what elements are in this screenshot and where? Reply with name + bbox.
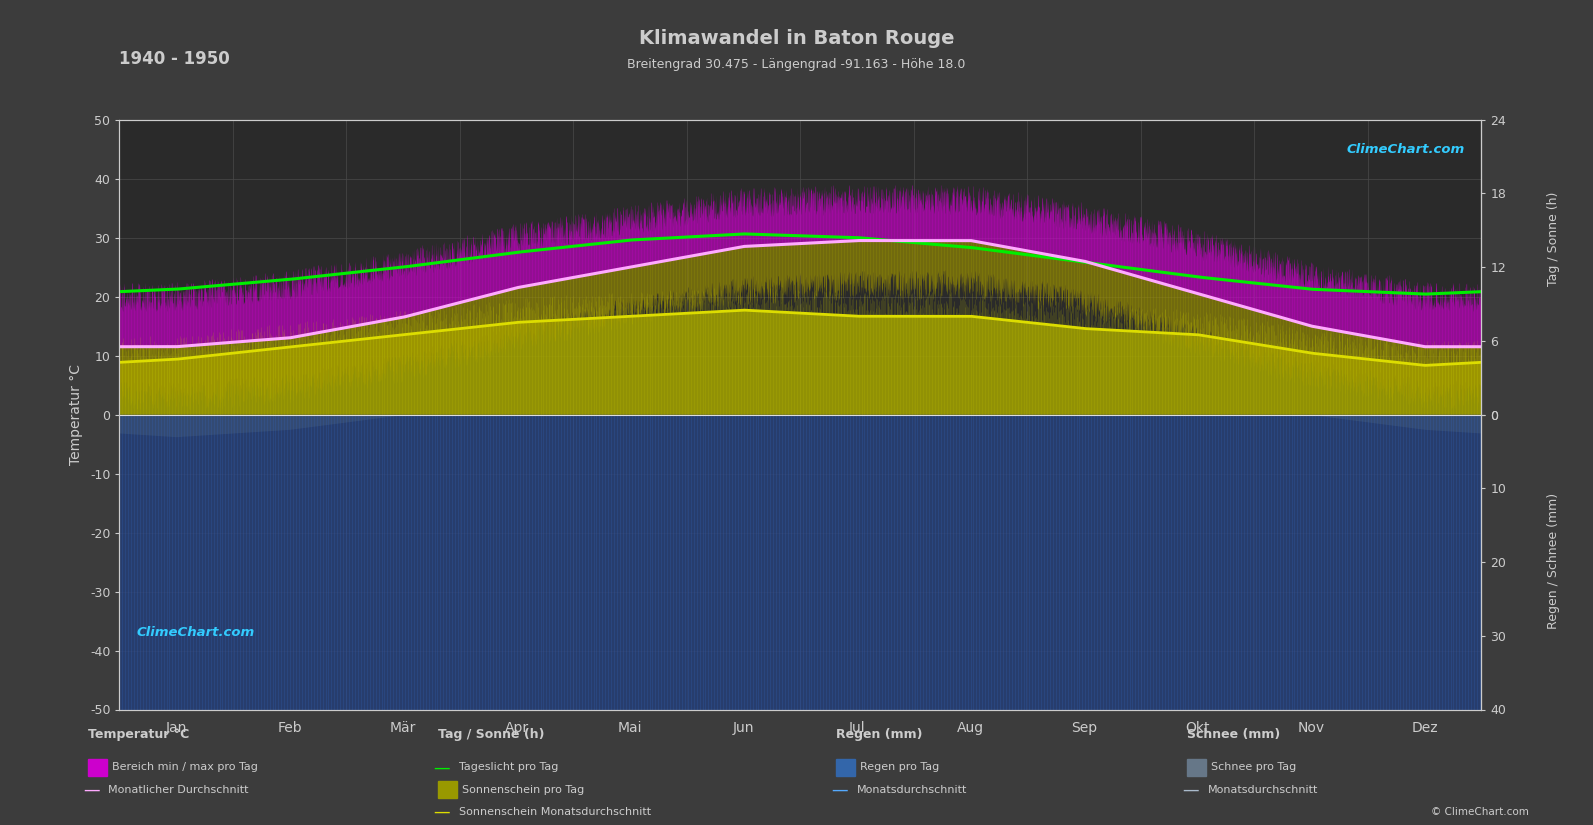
Text: —: — (433, 758, 449, 776)
Text: 1940 - 1950: 1940 - 1950 (119, 50, 231, 68)
Text: Tag / Sonne (h): Tag / Sonne (h) (438, 728, 545, 742)
Text: Sonnenschein Monatsdurchschnitt: Sonnenschein Monatsdurchschnitt (459, 807, 652, 817)
Text: ClimeChart.com: ClimeChart.com (137, 625, 255, 639)
Text: Tageslicht pro Tag: Tageslicht pro Tag (459, 762, 558, 772)
Text: Breitengrad 30.475 - Längengrad -91.163 - Höhe 18.0: Breitengrad 30.475 - Längengrad -91.163 … (628, 58, 965, 71)
Text: Bereich min / max pro Tag: Bereich min / max pro Tag (112, 762, 258, 772)
Text: © ClimeChart.com: © ClimeChart.com (1432, 807, 1529, 817)
Text: Temperatur °C: Temperatur °C (88, 728, 190, 742)
Text: —: — (83, 780, 99, 799)
Text: Schnee (mm): Schnee (mm) (1187, 728, 1281, 742)
Text: Regen / Schnee (mm): Regen / Schnee (mm) (1547, 493, 1560, 629)
Text: Regen (mm): Regen (mm) (836, 728, 922, 742)
Y-axis label: Temperatur °C: Temperatur °C (68, 364, 83, 465)
Text: Monatsdurchschnitt: Monatsdurchschnitt (857, 785, 967, 794)
Text: —: — (832, 780, 847, 799)
Text: Klimawandel in Baton Rouge: Klimawandel in Baton Rouge (639, 29, 954, 48)
Text: —: — (433, 803, 449, 821)
Text: Regen pro Tag: Regen pro Tag (860, 762, 940, 772)
Text: Monatlicher Durchschnitt: Monatlicher Durchschnitt (108, 785, 249, 794)
Text: Tag / Sonne (h): Tag / Sonne (h) (1547, 192, 1560, 286)
Text: —: — (1182, 780, 1198, 799)
Text: Schnee pro Tag: Schnee pro Tag (1211, 762, 1297, 772)
Text: Monatsdurchschnitt: Monatsdurchschnitt (1207, 785, 1317, 794)
Text: ClimeChart.com: ClimeChart.com (1346, 144, 1464, 156)
Text: Sonnenschein pro Tag: Sonnenschein pro Tag (462, 785, 585, 794)
